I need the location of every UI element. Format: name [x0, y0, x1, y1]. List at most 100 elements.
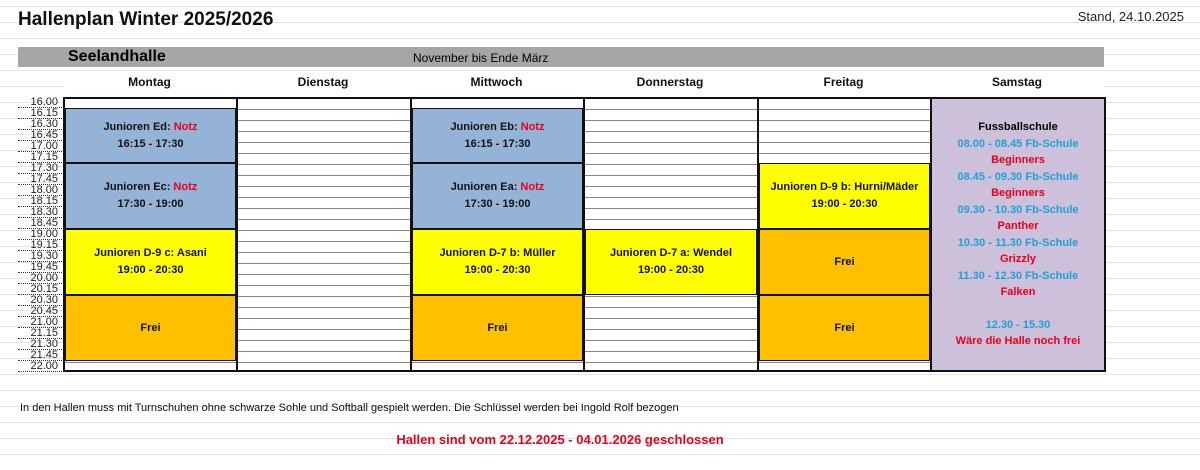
schedule-block: Frei	[759, 229, 930, 295]
block-title: Junioren D-9 c: Asani	[94, 245, 207, 262]
time-label: 20.45	[18, 306, 62, 317]
day-header: Samstag	[930, 72, 1104, 92]
slot-group: Grizzly	[999, 253, 1037, 266]
time-label: 16.45	[18, 130, 62, 141]
schedule-block: Frei	[65, 295, 236, 361]
block-title: Junioren D-7 b: Müller	[439, 245, 555, 262]
team-label: Junioren Ec:	[103, 181, 174, 193]
time-label: 18.15	[18, 196, 62, 207]
block-time: 19:00 - 20:30	[464, 264, 531, 276]
time-label: 19.30	[18, 251, 62, 262]
block-title: Junioren Ea: Notz	[451, 179, 545, 196]
slot-group: Beginners	[991, 187, 1045, 200]
block-title: Junioren Ed: Notz	[103, 119, 197, 136]
block-time: 19:00 - 20:30	[811, 198, 878, 210]
day-header: Freitag	[757, 72, 930, 92]
time-label: 17.00	[18, 141, 62, 152]
schedule-block: Junioren Ed: Notz 16:15 - 17:30	[65, 108, 236, 163]
footer-note: In den Hallen muss mit Turnschuhen ohne …	[20, 402, 679, 414]
day-header: Donnerstag	[583, 72, 757, 92]
slot-group: Beginners	[991, 154, 1045, 167]
saturday-heading: Fussballschule	[978, 121, 1058, 134]
slot-group: Panther	[997, 220, 1039, 233]
day-header: Montag	[63, 72, 236, 92]
block-title: Junioren D-9 b: Hurni/Mäder	[771, 179, 919, 196]
block-title: Frei	[140, 320, 160, 337]
block-title: Junioren Eb: Notz	[450, 119, 544, 136]
schedule-block: Frei	[412, 295, 583, 361]
schedule-block: Junioren Ec: Notz 17:30 - 19:00	[65, 163, 236, 229]
time-label: 17.15	[18, 152, 62, 163]
time-label: 22.00	[18, 361, 62, 372]
block-title: Frei	[487, 320, 507, 337]
time-label: 20.30	[18, 295, 62, 306]
team-label: Junioren Ed:	[103, 120, 174, 133]
block-title: Frei	[834, 254, 854, 271]
hall-name: Seelandhalle	[68, 48, 166, 65]
team-label: Frei	[834, 321, 855, 334]
team-label: Frei	[140, 321, 161, 334]
time-label: 17.45	[18, 174, 62, 185]
time-label: 16.30	[18, 119, 62, 130]
block-time: 16:15 - 17:30	[117, 137, 184, 150]
coach-name: Notz	[520, 120, 545, 133]
closure-notice: Hallen sind vom 22.12.2025 - 04.01.2026 …	[396, 432, 724, 447]
time-label: 19.45	[18, 262, 62, 273]
schedule-block: Junioren D-9 c: Asani 19:00 - 20:30	[65, 229, 236, 295]
slot-time: 08.45 - 09.30 Fb-Schule	[957, 170, 1079, 183]
time-label: 21.30	[18, 339, 62, 350]
schedule-block: Junioren D-7 a: Wendel 19:00 - 20:30	[585, 229, 757, 295]
time-label: 18.45	[18, 218, 62, 229]
team-label: Junioren Eb:	[450, 120, 521, 133]
slot-group: Falken	[1000, 286, 1036, 299]
block-time: 16:15 - 17:30	[464, 137, 531, 150]
time-label: 16.00	[18, 97, 62, 108]
day-column	[236, 97, 412, 372]
day-header: Dienstag	[236, 72, 410, 92]
time-label: 20.00	[18, 273, 62, 284]
slot-time: 08.00 - 08.45 Fb-Schule	[957, 137, 1079, 150]
time-label: 19.15	[18, 240, 62, 251]
coach-name: Notz	[173, 120, 198, 133]
time-label: 18.30	[18, 207, 62, 218]
block-time: 17:30 - 19:00	[464, 198, 531, 210]
hall-bar	[18, 47, 1104, 67]
team-label: Frei	[487, 321, 508, 334]
page-title: Hallenplan Winter 2025/2026	[18, 9, 274, 30]
team-label: Frei	[834, 255, 855, 268]
team-label: Junioren D-7 a: Wendel	[609, 247, 733, 259]
free-text: Wäre die Halle noch frei	[955, 335, 1081, 348]
block-time: 19:00 - 20:30	[637, 264, 705, 276]
slot-time: 11.30 - 12.30 Fb-Schule	[957, 269, 1079, 282]
coach-name: Notz	[520, 181, 545, 193]
time-label: 21.15	[18, 328, 62, 339]
block-time: 17:30 - 19:00	[117, 198, 184, 210]
time-label: 19.00	[18, 229, 62, 240]
coach-name: Notz	[173, 181, 198, 193]
day-header: Mittwoch	[410, 72, 583, 92]
block-title: Junioren Ec: Notz	[104, 179, 198, 196]
team-label: Junioren D-9 b: Hurni/Mäder	[770, 181, 919, 193]
schedule-block: Junioren Ea: Notz 17:30 - 19:00	[412, 163, 583, 229]
block-time: 19:00 - 20:30	[117, 264, 184, 276]
time-label: 21.00	[18, 317, 62, 328]
slot-time: 09.30 - 10.30 Fb-Schule	[957, 203, 1079, 216]
block-title: Junioren D-7 a: Wendel	[610, 245, 732, 262]
time-label: 20.15	[18, 284, 62, 295]
time-label: 16.15	[18, 108, 62, 119]
schedule-block: Junioren D-7 b: Müller 19:00 - 20:30	[412, 229, 583, 295]
time-label: 21.45	[18, 350, 62, 361]
team-label: Junioren D-9 c: Asani	[94, 247, 207, 259]
time-label: 18.00	[18, 185, 62, 196]
team-label: Junioren D-7 b: Müller	[439, 247, 556, 259]
schedule-block: Frei	[759, 295, 930, 361]
free-time: 12.30 - 15.30	[985, 318, 1051, 331]
schedule-block: Junioren D-9 b: Hurni/Mäder 19:00 - 20:30	[759, 163, 930, 229]
schedule-block: Junioren Eb: Notz 16:15 - 17:30	[412, 108, 583, 163]
time-label: 17.30	[18, 163, 62, 174]
stand-date: Stand, 24.10.2025	[1077, 9, 1184, 24]
hall-period: November bis Ende März	[413, 51, 549, 65]
saturday-block: Fussballschule 08.00 - 08.45 Fb-Schule Beg…	[930, 97, 1106, 372]
block-title: Frei	[834, 320, 854, 337]
